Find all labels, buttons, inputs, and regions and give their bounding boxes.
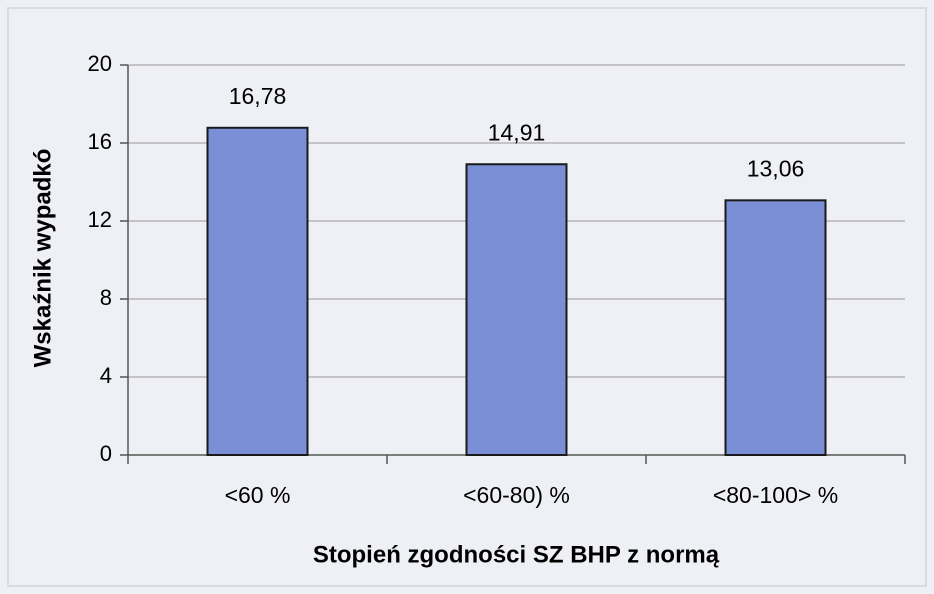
y-tick-label: 16 (88, 129, 112, 154)
bar (465, 163, 568, 456)
value-label: 14,91 (488, 119, 546, 145)
x-tick-label: <80-100> % (713, 482, 838, 508)
y-tick-label: 0 (100, 441, 112, 466)
value-label: 13,06 (747, 155, 805, 181)
y-axis-title: Wskaźnik wypadkó (29, 149, 56, 368)
bar (206, 126, 309, 456)
y-tick-label: 12 (88, 207, 112, 232)
y-tick-label: 8 (100, 285, 112, 310)
y-tick-label: 4 (100, 363, 112, 388)
value-label: 16,78 (229, 83, 287, 109)
x-tick-label: <60 % (225, 482, 291, 508)
x-axis-title: Stopień zgodności SZ BHP z normą (313, 541, 720, 568)
frame (7, 7, 927, 587)
x-tick-label: <60-80) % (463, 482, 570, 508)
y-tick-label: 20 (88, 51, 112, 76)
bar (724, 199, 827, 456)
